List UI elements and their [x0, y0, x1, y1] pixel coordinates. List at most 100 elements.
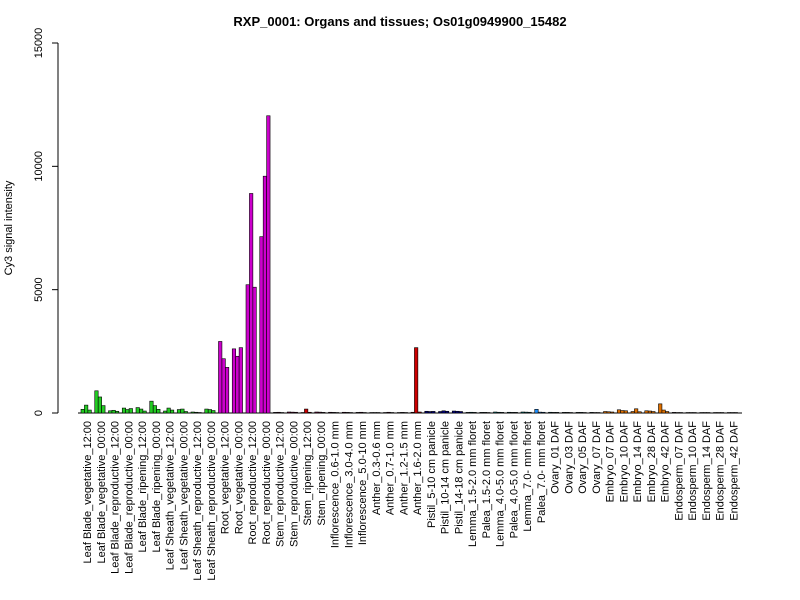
bar [128, 408, 133, 414]
bar [135, 407, 140, 414]
bar [720, 412, 725, 414]
bar [286, 411, 291, 414]
bar [493, 411, 498, 414]
category-label: Leaf Blade_reproductive_00:00 [123, 421, 135, 574]
bar [139, 408, 144, 414]
bar [565, 412, 570, 414]
bar [84, 404, 89, 414]
category-label: Embryo_28 DAF [646, 421, 658, 503]
bar [671, 412, 676, 414]
category-labels: Leaf Blade_vegetative_12:00 Leaf Blade_ve… [82, 421, 740, 581]
bar [637, 411, 642, 414]
category-label: Lemma_7.0- mm floret [522, 421, 534, 532]
bar [551, 412, 556, 414]
bar [592, 412, 597, 414]
bar [273, 412, 278, 414]
bar [561, 412, 566, 414]
bar [293, 411, 298, 414]
bar [589, 412, 594, 414]
bar [620, 410, 625, 414]
category-label: Leaf Sheath_reproductive_12:00 [192, 421, 204, 581]
bar [383, 412, 388, 414]
category-label: Anther_1.6-2.0 mm [412, 421, 424, 515]
category-label: Leaf Blade_ripening_12:00 [137, 421, 149, 553]
bar [496, 411, 501, 414]
bar [651, 411, 656, 414]
bar [156, 408, 161, 414]
bar [458, 411, 463, 414]
bar [94, 390, 99, 414]
bar [616, 409, 621, 414]
bar [678, 412, 683, 414]
bar [692, 412, 697, 414]
bar [716, 412, 721, 414]
bar [252, 286, 257, 414]
bar [249, 193, 254, 414]
category-label: Root_reproductive_00:00 [261, 421, 273, 545]
bar [304, 408, 309, 414]
bar [623, 410, 628, 414]
bar [97, 396, 102, 414]
bar [152, 405, 157, 414]
bar [644, 410, 649, 414]
category-label: Leaf Sheath_reproductive_00:00 [206, 421, 218, 581]
bar [527, 411, 532, 414]
bar [702, 412, 707, 414]
bar [87, 409, 92, 414]
bar [166, 407, 171, 414]
bar [661, 409, 666, 414]
bar [630, 411, 635, 414]
bar [245, 284, 250, 414]
category-label: Leaf Blade_reproductive_12:00 [110, 421, 122, 574]
bar [149, 400, 154, 414]
bar [555, 412, 560, 414]
category-label: Embryo_42 DAF [660, 421, 672, 503]
y-axis-ticks: 0 5000 10000 15000 [33, 28, 58, 416]
bar [115, 410, 120, 414]
bar [362, 412, 367, 414]
bar [369, 412, 374, 414]
bar [194, 411, 199, 414]
bar [335, 412, 340, 414]
category-label: Endosperm_42 DAF [728, 421, 740, 521]
category-label: Endosperm_28 DAF [715, 421, 727, 521]
bar [534, 408, 539, 414]
bar [579, 412, 584, 414]
category-label: Pistil_10-14 cm panicle [440, 421, 452, 534]
y-tick-label: 5000 [33, 277, 45, 301]
bar [235, 355, 240, 414]
bar [548, 411, 553, 414]
category-label: Inflorescence_3.0-4.0 mm [343, 421, 355, 548]
category-label: Leaf Blade_ripening_00:00 [151, 421, 163, 553]
y-tick-label: 10000 [33, 151, 45, 182]
category-label: Ovary_03 DAF [563, 421, 575, 494]
bar [427, 411, 432, 414]
bar [321, 412, 326, 414]
bar [355, 412, 360, 414]
category-label: Endosperm_07 DAF [673, 421, 685, 521]
bar-series [80, 115, 738, 414]
category-label: Root_vegetative_12:00 [220, 421, 232, 534]
bar [170, 409, 175, 414]
category-label: Palea_7.0- mm floret [536, 421, 548, 523]
bar [386, 411, 391, 414]
category-label: Embryo_07 DAF [605, 421, 617, 503]
bar [730, 412, 735, 414]
bar [80, 408, 85, 414]
bar [390, 412, 395, 414]
bar [479, 412, 484, 414]
bar [341, 411, 346, 414]
bar [689, 412, 694, 414]
category-label: Anther_0.7-1.0 mm [385, 421, 397, 515]
bar [675, 412, 680, 414]
category-label: Ovary_07 DAF [591, 421, 603, 494]
bar [414, 347, 419, 414]
category-label: Root_reproductive_12:00 [247, 421, 259, 545]
bar [582, 412, 587, 414]
bar [307, 411, 312, 414]
bar [537, 411, 542, 414]
bar [733, 412, 738, 414]
category-label: Embryo_14 DAF [632, 421, 644, 503]
bar [445, 410, 450, 414]
bar [465, 412, 470, 414]
